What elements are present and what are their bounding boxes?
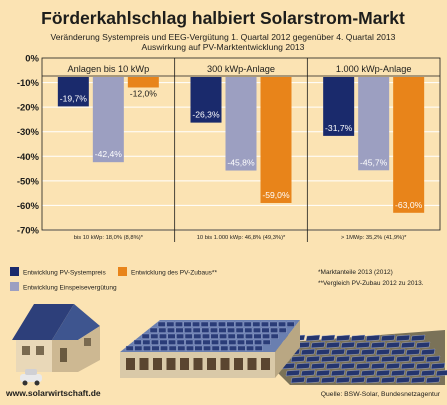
y-tick-label: -10%	[17, 78, 40, 89]
plot-frame	[41, 57, 441, 231]
plot-area: 0% -10% -20% -30% -40% -50% -60% -70% Anlagen bi…	[17, 54, 441, 242]
bar	[190, 77, 222, 123]
data-label: -59,0%	[262, 190, 290, 200]
chart-subtitle-2: Auswirkung auf PV-Marktentwicklung 2013	[142, 42, 305, 52]
footnote-marktanteile: *Marktanteile 2013 (2012)	[318, 269, 393, 276]
chart-title: Förderkahlschlag halbiert Solarstrom-Mar…	[41, 8, 405, 28]
legend-swatch-zubau	[118, 267, 127, 276]
data-label: -12,0%	[130, 88, 158, 98]
y-tick-label: -50%	[17, 176, 40, 187]
factory-icon	[120, 320, 300, 378]
y-tick-label: -60%	[17, 201, 40, 212]
bar	[323, 77, 355, 136]
legend-label-einspeiseverguetung: Entwicklung Einspeisevergütung	[23, 285, 117, 292]
bar	[393, 77, 425, 213]
y-tick-label: -40%	[17, 152, 40, 163]
source-note: Quelle: BSW-Solar, Bundesnetzagentur	[321, 391, 441, 398]
car-icon	[20, 369, 42, 386]
category-label: Anlagen bis 10 kWp	[67, 64, 149, 74]
data-label: -45,7%	[360, 157, 388, 167]
y-tick-label: 0%	[25, 54, 39, 65]
solar-field-icon	[250, 330, 447, 385]
data-label: -19,7%	[60, 93, 88, 103]
legend-label-systempreis: Entwicklung PV-Systempreis	[23, 270, 106, 277]
data-label: -45,8%	[227, 158, 255, 168]
legend: Entwicklung PV-Systempreis Entwicklung d…	[10, 267, 217, 292]
legend-swatch-einspeiseverguetung	[10, 282, 19, 291]
bar	[260, 77, 292, 203]
bar	[57, 77, 89, 107]
y-tick-label: -30%	[17, 127, 40, 138]
y-tick-label: -20%	[17, 103, 40, 114]
footnote-zubau: **Vergleich PV-Zubau 2012 zu 2013.	[318, 280, 424, 287]
legend-swatch-systempreis	[10, 267, 19, 276]
category-note: bis 10 kWp: 18,0% (8,8%)*	[74, 235, 144, 241]
data-label: -31,7%	[325, 123, 353, 133]
house-icon	[12, 304, 100, 372]
category-note: > 1MWp: 35,2% (41,9%)*	[341, 235, 407, 241]
chart-subtitle-1: Veränderung Systempreis und EEG-Vergütun…	[51, 32, 396, 42]
category-note: 10 bis 1.000 kWp: 46,8% (49,3%)*	[197, 235, 286, 241]
y-tick-label: -70%	[17, 226, 40, 237]
data-label: -26,3%	[192, 110, 220, 120]
data-label: -42,4%	[95, 149, 123, 159]
website-link[interactable]: www.solarwirtschaft.de	[5, 388, 101, 398]
category-label: 300 kWp-Anlage	[207, 64, 275, 74]
bar	[127, 77, 159, 88]
bar	[225, 77, 257, 171]
data-label: -63,0%	[395, 200, 423, 210]
category-label: 1.000 kWp-Anlage	[336, 64, 412, 74]
solar-panel-rows	[260, 334, 447, 384]
legend-label-zubau: Entwicklung des PV-Zubaus**	[131, 270, 217, 277]
bar	[92, 77, 124, 163]
bar	[358, 77, 390, 171]
